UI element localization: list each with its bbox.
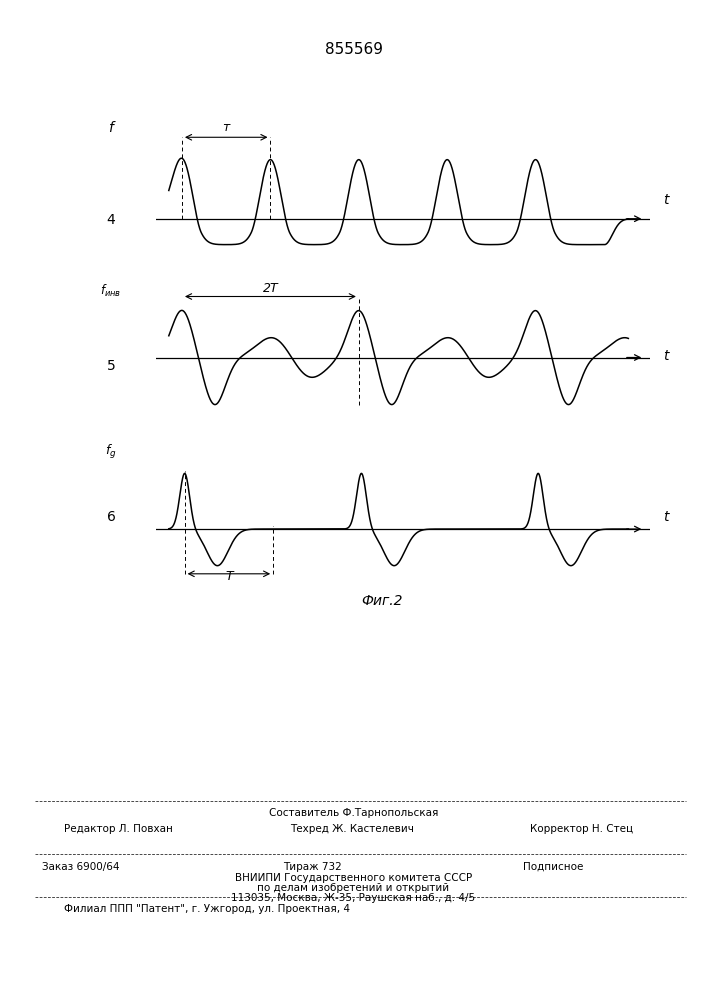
Text: t: t bbox=[662, 349, 668, 363]
Text: $f_g$: $f_g$ bbox=[105, 443, 117, 461]
Text: 4: 4 bbox=[107, 213, 115, 227]
Text: 855569: 855569 bbox=[325, 42, 382, 57]
Text: Заказ 6900/64: Заказ 6900/64 bbox=[42, 862, 120, 872]
Text: ВНИИПИ Государственного комитета СССР: ВНИИПИ Государственного комитета СССР bbox=[235, 873, 472, 883]
Text: Составитель Ф.Тарнопольская: Составитель Ф.Тарнопольская bbox=[269, 808, 438, 818]
Text: 6: 6 bbox=[107, 510, 115, 524]
Text: по делам изобретений и открытий: по делам изобретений и открытий bbox=[257, 883, 450, 893]
Text: 5: 5 bbox=[107, 359, 115, 373]
Text: Филиал ППП "Патент", г. Ужгород, ул. Проектная, 4: Филиал ППП "Патент", г. Ужгород, ул. Про… bbox=[64, 904, 350, 914]
Text: Подписное: Подписное bbox=[523, 862, 583, 872]
Text: 2T: 2T bbox=[262, 282, 279, 294]
Text: ᴛ: ᴛ bbox=[223, 121, 230, 134]
Text: T: T bbox=[225, 570, 233, 583]
Text: Корректор Н. Стец: Корректор Н. Стец bbox=[530, 824, 633, 834]
Text: Редактор Л. Повхан: Редактор Л. Повхан bbox=[64, 824, 173, 834]
Text: f: f bbox=[109, 121, 113, 135]
Text: $f_{инв}$: $f_{инв}$ bbox=[100, 282, 122, 299]
Text: 113035, Москва, Ж-35, Раушская наб., д. 4/5: 113035, Москва, Ж-35, Раушская наб., д. … bbox=[231, 893, 476, 903]
Text: t: t bbox=[662, 193, 668, 207]
Text: Фиг.2: Фиг.2 bbox=[361, 594, 402, 608]
Text: Тираж 732: Тираж 732 bbox=[283, 862, 341, 872]
Text: t: t bbox=[662, 510, 668, 524]
Text: Техред Ж. Кастелевич: Техред Ж. Кастелевич bbox=[290, 824, 414, 834]
